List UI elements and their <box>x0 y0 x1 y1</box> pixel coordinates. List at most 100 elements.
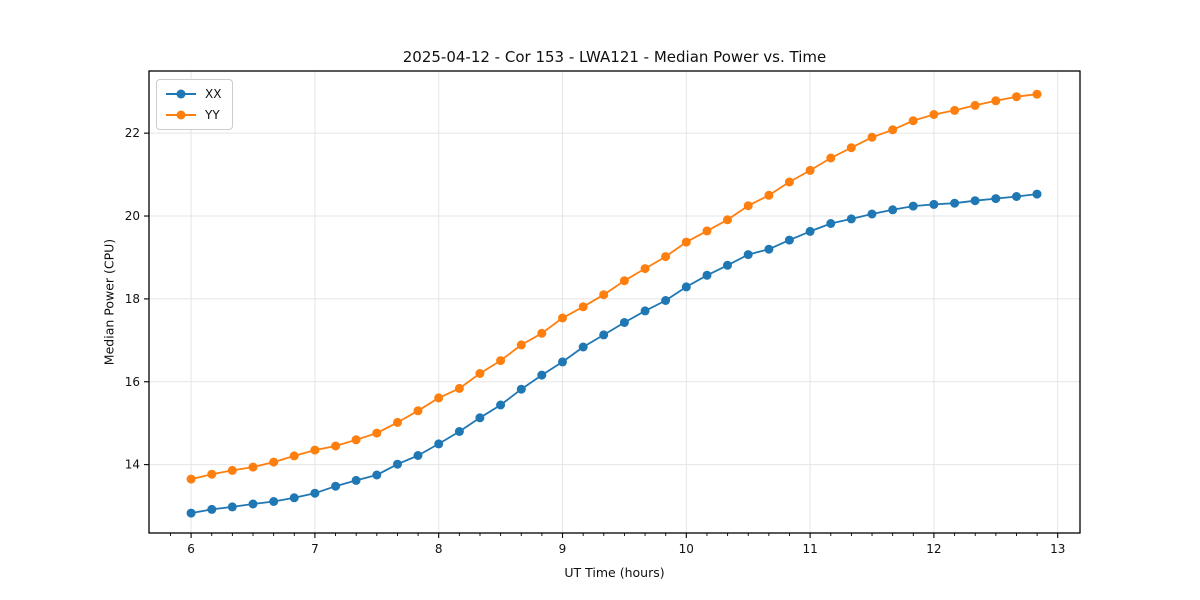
x-tick-label: 7 <box>311 542 319 556</box>
data-point <box>248 499 258 509</box>
data-point <box>950 105 960 115</box>
x-tick-label: 11 <box>802 542 817 556</box>
data-point <box>393 459 402 469</box>
data-point <box>372 470 382 480</box>
data-point <box>702 226 712 236</box>
data-point <box>805 165 815 175</box>
legend: XX YY <box>156 79 234 130</box>
data-point <box>248 462 258 472</box>
data-point <box>558 357 567 367</box>
data-point <box>1032 189 1042 199</box>
series-line-xx <box>190 193 1038 514</box>
data-point <box>516 340 526 350</box>
data-point <box>516 384 526 394</box>
data-point <box>269 457 279 467</box>
data-point <box>496 356 506 366</box>
data-point <box>351 475 361 485</box>
data-point <box>537 328 547 338</box>
x-tick-label: 10 <box>679 542 694 556</box>
grid <box>149 71 1080 533</box>
data-point <box>929 199 939 209</box>
series-xx <box>186 189 1042 518</box>
x-tick-label: 12 <box>926 542 941 556</box>
data-point <box>413 406 423 416</box>
data-point <box>991 96 1001 106</box>
y-axis-label: Median Power (CPU) <box>101 238 117 366</box>
data-point <box>310 445 320 455</box>
data-point <box>908 201 918 211</box>
data-point <box>826 153 836 163</box>
series-line-yy <box>190 93 1038 480</box>
data-point <box>413 451 423 460</box>
data-point <box>888 125 898 135</box>
legend-item-yy: YY <box>166 106 221 124</box>
legend-item-xx: XX <box>166 85 221 103</box>
y-axis: 14 16 18 20 22 <box>125 126 149 472</box>
data-point <box>207 504 217 514</box>
x-axis-label: UT Time (hours) <box>564 565 665 580</box>
data-point <box>289 451 299 461</box>
data-point <box>764 190 774 200</box>
data-point <box>846 143 856 153</box>
data-point <box>599 330 609 340</box>
data-point <box>743 201 753 211</box>
data-point <box>227 465 237 475</box>
data-point <box>454 383 464 393</box>
legend-line-marker-icon <box>166 110 196 120</box>
data-point <box>351 435 361 445</box>
legend-label-xx: XX <box>205 87 222 101</box>
data-point <box>743 250 753 260</box>
data-point <box>289 493 299 503</box>
data-point <box>661 252 671 262</box>
data-point <box>681 282 691 292</box>
data-point <box>186 508 196 518</box>
y-tick-label: 20 <box>125 209 140 223</box>
data-point <box>764 244 774 254</box>
x-tick-label: 9 <box>559 542 567 556</box>
y-tick-label: 14 <box>125 458 140 472</box>
data-point <box>434 393 444 403</box>
data-point <box>970 100 980 110</box>
data-point <box>599 290 609 300</box>
data-point <box>331 481 341 491</box>
data-point <box>186 474 196 484</box>
data-point <box>723 260 732 270</box>
legend-label-yy: YY <box>205 108 220 122</box>
data-point <box>826 219 836 228</box>
data-point <box>867 209 877 219</box>
data-point <box>784 235 794 245</box>
x-tick-label: 6 <box>187 542 195 556</box>
data-point <box>558 313 567 323</box>
data-point <box>1012 192 1021 201</box>
data-point <box>805 226 815 236</box>
data-point <box>619 318 629 327</box>
data-point <box>640 264 650 274</box>
data-point <box>888 205 898 215</box>
data-point <box>454 427 464 436</box>
data-point <box>434 439 444 449</box>
data-point <box>331 441 341 451</box>
data-point <box>393 417 402 427</box>
data-point <box>846 214 856 224</box>
data-point <box>784 177 794 187</box>
data-point <box>227 502 237 512</box>
y-tick-label: 16 <box>125 375 140 389</box>
chart-title: 2025-04-12 - Cor 153 - LWA121 - Median P… <box>402 48 827 66</box>
data-point <box>661 296 671 305</box>
data-point <box>867 132 877 142</box>
x-tick-label: 8 <box>435 542 443 556</box>
data-point <box>640 306 650 316</box>
x-tick-label: 13 <box>1050 542 1065 556</box>
data-point <box>1012 92 1021 102</box>
data-point <box>970 196 980 206</box>
data-point <box>269 497 279 506</box>
data-point <box>950 198 960 208</box>
data-point <box>372 428 382 438</box>
data-point <box>1032 89 1042 99</box>
series-yy <box>186 89 1042 484</box>
data-point <box>537 370 547 380</box>
data-point <box>702 270 712 280</box>
data-point <box>619 276 629 286</box>
